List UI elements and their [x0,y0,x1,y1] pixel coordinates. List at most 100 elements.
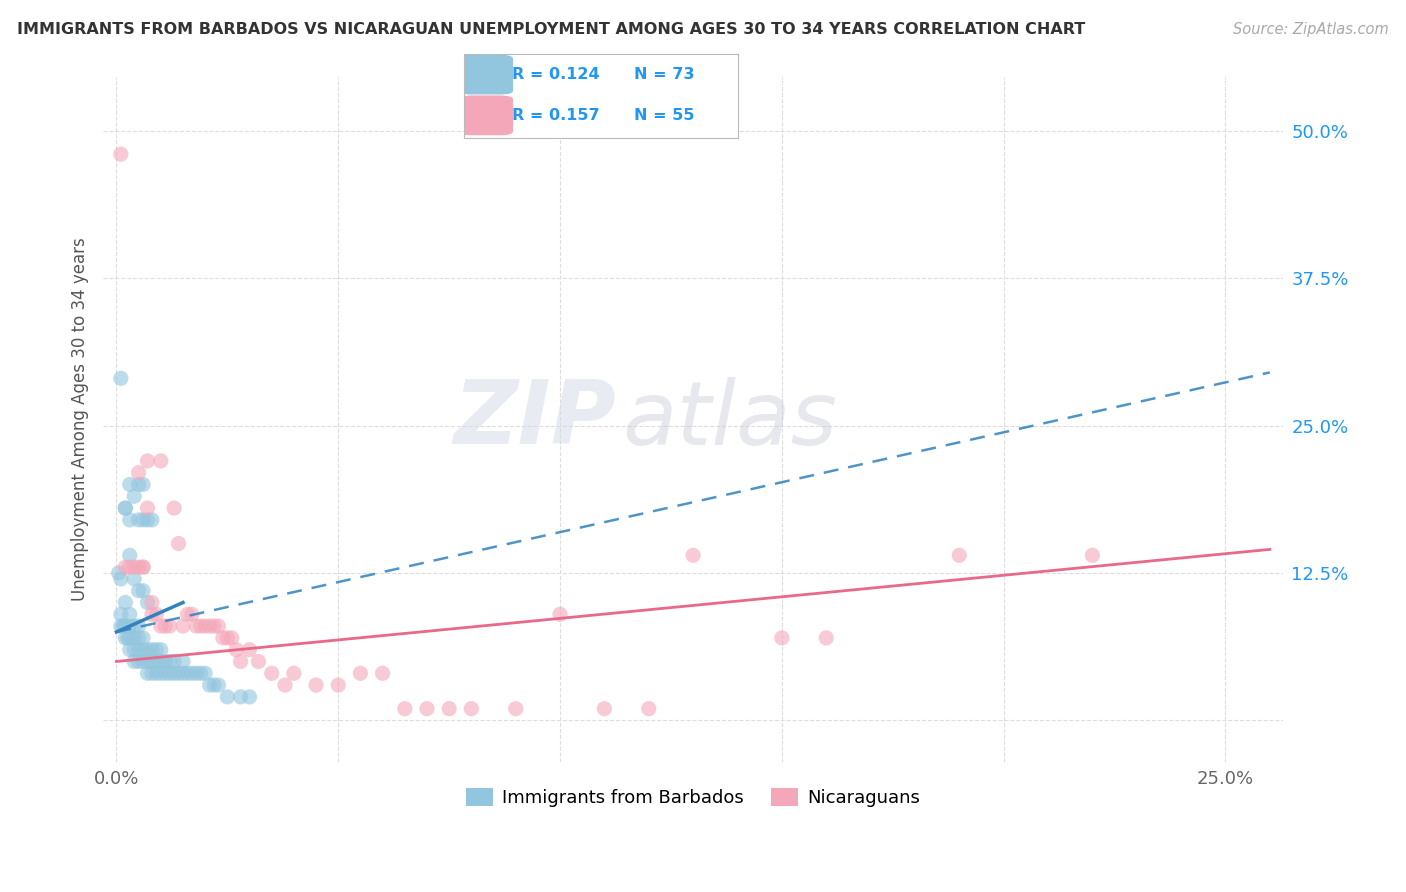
Point [118,607,141,622]
Point [1081,549,1104,563]
Point [107,566,129,580]
Point [112,619,135,633]
FancyBboxPatch shape [458,95,513,136]
Point [132,513,155,527]
Point [172,655,194,669]
Point [180,607,202,622]
Point [274,678,297,692]
Text: Source: ZipAtlas.com: Source: ZipAtlas.com [1233,22,1389,37]
Point [176,607,198,622]
Point [155,655,177,669]
Point [159,655,181,669]
Point [416,701,439,715]
Text: atlas: atlas [623,376,837,463]
Point [122,642,145,657]
Point [163,501,186,516]
Point [145,642,167,657]
Point [202,678,225,692]
Point [229,655,252,669]
Point [110,572,132,586]
Point [132,583,155,598]
Point [132,560,155,574]
Point [122,631,145,645]
Point [238,642,260,657]
Text: IMMIGRANTS FROM BARBADOS VS NICARAGUAN UNEMPLOYMENT AMONG AGES 30 TO 34 YEARS CO: IMMIGRANTS FROM BARBADOS VS NICARAGUAN U… [17,22,1085,37]
Point [117,631,139,645]
Point [114,501,136,516]
Point [349,666,371,681]
Point [136,595,159,609]
Point [114,619,136,633]
Point [110,147,132,161]
Point [128,619,150,633]
Point [141,513,163,527]
Point [460,701,482,715]
Point [198,678,221,692]
Point [145,607,167,622]
Point [132,477,155,491]
Point [159,619,181,633]
Point [149,655,172,669]
Point [136,666,159,681]
Point [132,631,155,645]
Point [132,560,155,574]
Point [229,690,252,704]
Point [118,513,141,527]
Point [212,631,235,645]
Point [190,619,212,633]
Point [159,666,181,681]
Point [128,655,150,669]
Legend: Immigrants from Barbados, Nicaraguans: Immigrants from Barbados, Nicaraguans [458,780,928,814]
Point [217,690,239,704]
Point [149,454,172,468]
Text: N = 73: N = 73 [634,67,695,82]
Point [155,666,177,681]
Point [128,631,150,645]
Point [948,549,970,563]
Point [128,513,150,527]
Point [505,701,527,715]
Point [141,607,163,622]
Point [145,666,167,681]
Point [163,655,186,669]
Point [118,619,141,633]
Point [114,560,136,574]
Point [238,690,260,704]
Point [110,619,132,633]
Point [593,701,616,715]
Point [136,501,159,516]
Point [136,642,159,657]
Y-axis label: Unemployment Among Ages 30 to 34 years: Unemployment Among Ages 30 to 34 years [72,238,89,601]
Point [225,642,247,657]
Point [118,560,141,574]
Text: R = 0.124: R = 0.124 [512,67,599,82]
Text: R = 0.157: R = 0.157 [512,108,599,123]
Point [128,466,150,480]
Point [132,655,155,669]
Point [114,595,136,609]
Point [167,536,190,550]
Point [194,666,217,681]
Point [770,631,793,645]
Point [198,619,221,633]
Point [149,619,172,633]
Point [186,666,208,681]
Point [122,560,145,574]
Point [682,549,704,563]
Point [128,583,150,598]
Point [180,666,202,681]
Point [118,477,141,491]
Point [163,666,186,681]
Point [371,666,394,681]
Point [118,642,141,657]
Point [141,666,163,681]
Point [128,560,150,574]
Point [141,655,163,669]
Point [176,666,198,681]
Point [637,701,659,715]
Point [136,513,159,527]
Point [247,655,270,669]
Point [221,631,243,645]
Point [136,655,159,669]
Point [167,666,190,681]
